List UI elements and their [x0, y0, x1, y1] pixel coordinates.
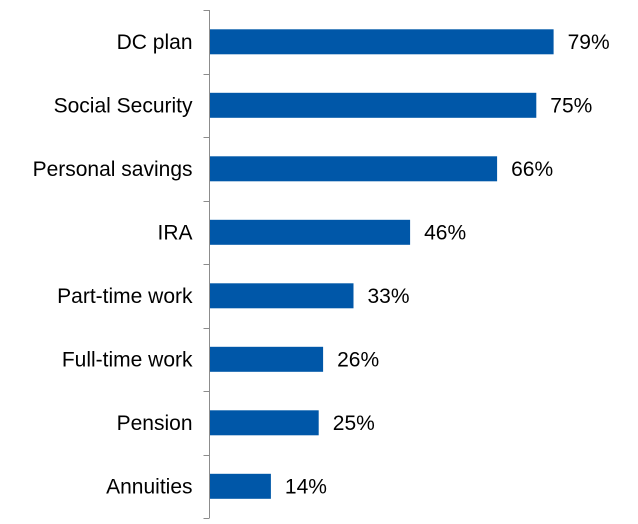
category-label: Full-time work: [62, 348, 193, 371]
category-label: Pension: [117, 412, 193, 435]
value-label: 75%: [550, 94, 592, 117]
category-label: Personal savings: [33, 158, 193, 181]
labels: DC plan 79% Social Security 75% Personal sav…: [33, 31, 610, 499]
value-label: 25%: [333, 412, 375, 435]
value-label: 26%: [337, 348, 379, 371]
category-label: Annuities: [106, 475, 192, 498]
value-label: 46%: [424, 221, 466, 244]
category-axis: [203, 10, 210, 519]
bar-full-time-work: [210, 346, 324, 372]
value-label: 14%: [285, 475, 327, 498]
category-label: DC plan: [117, 31, 193, 54]
bar-ira: [210, 219, 411, 245]
bars: [210, 29, 554, 499]
value-label: 79%: [568, 31, 610, 54]
category-label: IRA: [157, 221, 192, 244]
bar-part-time-work: [210, 283, 354, 309]
bar-social-security: [210, 92, 537, 118]
category-label: Part-time work: [57, 285, 193, 308]
category-label: Social Security: [54, 94, 193, 117]
bar-personal-savings: [210, 156, 498, 182]
bar-annuities: [210, 473, 271, 499]
bar-pension: [210, 410, 319, 436]
value-label: 66%: [511, 158, 553, 181]
value-label: 33%: [368, 285, 410, 308]
bar-dc-plan: [210, 29, 554, 55]
